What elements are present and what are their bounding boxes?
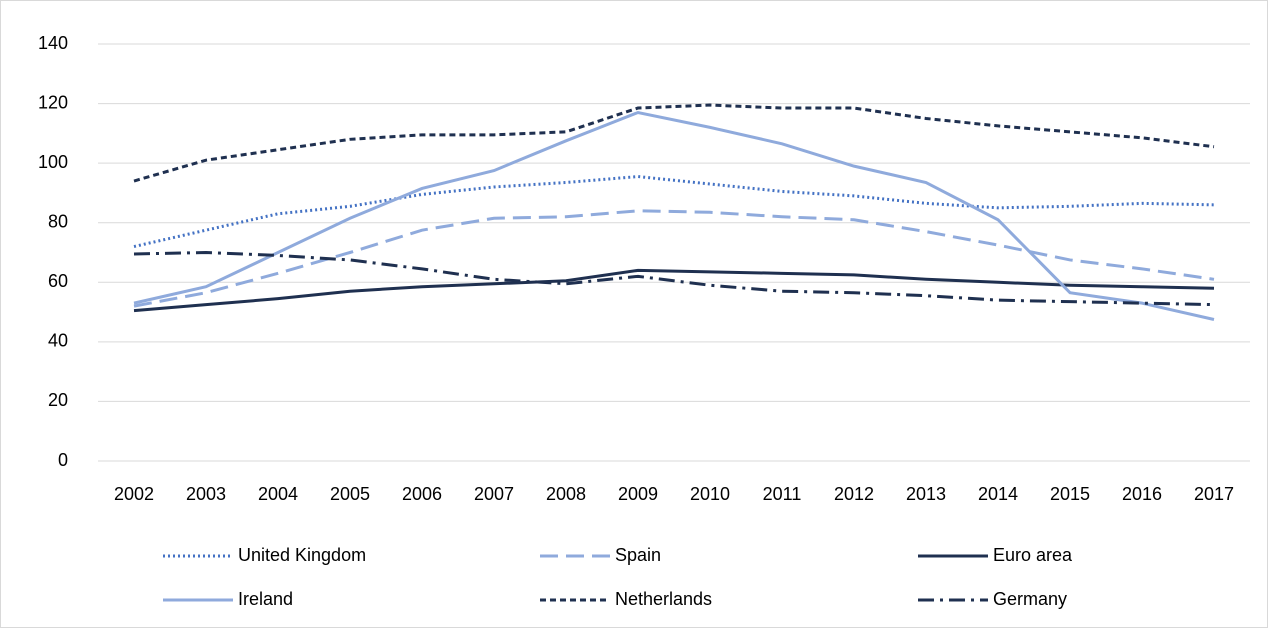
legend-label: Ireland — [238, 589, 293, 609]
y-tick-label: 60 — [48, 271, 68, 291]
x-tick-label: 2012 — [834, 484, 874, 504]
x-tick-label: 2010 — [690, 484, 730, 504]
y-tick-label: 120 — [38, 92, 68, 112]
x-tick-label: 2016 — [1122, 484, 1162, 504]
x-tick-label: 2003 — [186, 484, 226, 504]
x-tick-label: 2013 — [906, 484, 946, 504]
legend-label: United Kingdom — [238, 545, 366, 565]
x-tick-label: 2005 — [330, 484, 370, 504]
x-tick-label: 2008 — [546, 484, 586, 504]
x-tick-label: 2002 — [114, 484, 154, 504]
series-line — [133, 110, 1215, 321]
legend-label: Euro area — [993, 545, 1073, 565]
y-tick-label: 0 — [58, 450, 68, 470]
x-tick-label: 2006 — [402, 484, 442, 504]
series-line — [133, 103, 1215, 183]
series-line — [133, 250, 1215, 307]
y-tick-label: 100 — [38, 152, 68, 172]
y-tick-label: 20 — [48, 390, 68, 410]
series-line — [133, 268, 1215, 313]
series-line — [133, 175, 1215, 249]
x-tick-label: 2007 — [474, 484, 514, 504]
x-tick-label: 2014 — [978, 484, 1018, 504]
y-tick-label: 140 — [38, 33, 68, 53]
legend-label: Spain — [615, 545, 661, 565]
y-tick-label: 80 — [48, 211, 68, 231]
legend-label: Netherlands — [615, 589, 712, 609]
x-tick-label: 2009 — [618, 484, 658, 504]
x-tick-label: 2017 — [1194, 484, 1234, 504]
legend-label: Germany — [993, 589, 1067, 609]
y-tick-label: 40 — [48, 331, 68, 351]
x-tick-label: 2004 — [258, 484, 298, 504]
x-tick-label: 2015 — [1050, 484, 1090, 504]
series-line — [133, 209, 1215, 308]
x-tick-label: 2011 — [763, 484, 802, 504]
